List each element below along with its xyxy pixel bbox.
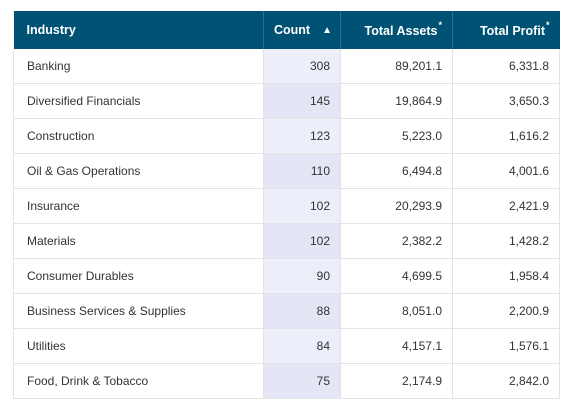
- cell-count: 102: [263, 223, 341, 259]
- cell-total-assets: 2,382.2: [340, 223, 453, 259]
- table-header: Industry Count ▲ Total Assets* Total Prof…: [13, 11, 560, 49]
- cell-industry: Consumer Durables: [13, 258, 264, 294]
- table-row[interactable]: Business Services & Supplies 88 8,051.0 2,2…: [13, 293, 560, 329]
- column-header-industry[interactable]: Industry: [13, 11, 264, 49]
- table-row[interactable]: Consumer Durables 90 4,699.5 1,958.4: [13, 258, 560, 294]
- cell-total-profit: 2,842.0: [452, 363, 560, 399]
- cell-total-assets: 5,223.0: [340, 118, 453, 154]
- cell-count: 88: [263, 293, 341, 329]
- cell-total-assets: 19,864.9: [340, 83, 453, 119]
- column-header-label: Total Profit: [479, 24, 545, 39]
- cell-total-assets: 6,494.8: [340, 153, 453, 189]
- cell-industry: Business Services & Supplies: [13, 293, 264, 329]
- table-row[interactable]: Oil & Gas Operations 110 6,494.8 4,001.6: [13, 153, 560, 189]
- cell-industry: Oil & Gas Operations: [13, 153, 264, 189]
- cell-industry: Construction: [13, 118, 264, 154]
- cell-count: 123: [263, 118, 341, 154]
- cell-count: 145: [263, 83, 341, 119]
- header-row: Industry Count ▲ Total Assets* Total Prof…: [13, 11, 560, 49]
- industry-table-container: Industry Count ▲ Total Assets* Total Prof…: [13, 11, 560, 399]
- cell-total-profit: 1,958.4: [452, 258, 560, 294]
- column-header-label: Total Assets: [364, 24, 438, 39]
- cell-total-assets: 20,293.9: [340, 188, 453, 224]
- footnote-marker: *: [545, 19, 550, 30]
- cell-count: 84: [263, 328, 341, 364]
- cell-count: 75: [263, 363, 341, 399]
- cell-total-assets: 4,157.1: [340, 328, 453, 364]
- cell-total-profit: 1,616.2: [452, 118, 560, 154]
- table-row[interactable]: Insurance 102 20,293.9 2,421.9: [13, 188, 560, 224]
- cell-total-profit: 6,331.8: [452, 49, 560, 84]
- cell-total-profit: 3,650.3: [452, 83, 560, 119]
- cell-total-profit: 1,576.1: [452, 328, 560, 364]
- column-header-total-profit[interactable]: Total Profit*: [452, 11, 560, 49]
- column-header-count[interactable]: Count ▲: [263, 11, 341, 49]
- cell-total-assets: 4,699.5: [340, 258, 453, 294]
- column-header-label: Count: [274, 23, 311, 37]
- cell-total-profit: 2,200.9: [452, 293, 560, 329]
- table-row[interactable]: Diversified Financials 145 19,864.9 3,650.3: [13, 83, 560, 119]
- sort-ascending-icon[interactable]: ▲: [322, 25, 333, 36]
- footnote-marker: *: [438, 19, 442, 30]
- table-row[interactable]: Banking 308 89,201.1 6,331.8: [13, 49, 560, 84]
- cell-industry: Insurance: [13, 188, 264, 224]
- cell-count: 102: [263, 188, 341, 224]
- cell-total-assets: 8,051.0: [340, 293, 453, 329]
- cell-industry: Utilities: [13, 328, 264, 364]
- table-row[interactable]: Utilities 84 4,157.1 1,576.1: [13, 328, 560, 364]
- table-row[interactable]: Construction 123 5,223.0 1,616.2: [13, 118, 560, 154]
- cell-industry: Food, Drink & Tobacco: [13, 363, 264, 399]
- cell-total-assets: 2,174.9: [340, 363, 453, 399]
- cell-total-profit: 2,421.9: [452, 188, 560, 224]
- cell-count: 110: [263, 153, 341, 189]
- cell-total-profit: 4,001.6: [452, 153, 560, 189]
- industry-table: Industry Count ▲ Total Assets* Total Prof…: [13, 11, 560, 399]
- column-header-total-assets[interactable]: Total Assets*: [340, 11, 453, 49]
- cell-industry: Diversified Financials: [13, 83, 264, 119]
- cell-industry: Banking: [13, 49, 264, 84]
- table-body: Banking 308 89,201.1 6,331.8 Diversified Fin…: [13, 49, 560, 399]
- cell-industry: Materials: [13, 223, 264, 259]
- cell-count: 90: [263, 258, 341, 294]
- table-row[interactable]: Food, Drink & Tobacco 75 2,174.9 2,842.0: [13, 363, 560, 399]
- cell-total-assets: 89,201.1: [340, 49, 453, 84]
- table-row[interactable]: Materials 102 2,382.2 1,428.2: [13, 223, 560, 259]
- cell-count: 308: [263, 49, 341, 84]
- cell-total-profit: 1,428.2: [452, 223, 560, 259]
- column-header-label: Industry: [26, 23, 76, 37]
